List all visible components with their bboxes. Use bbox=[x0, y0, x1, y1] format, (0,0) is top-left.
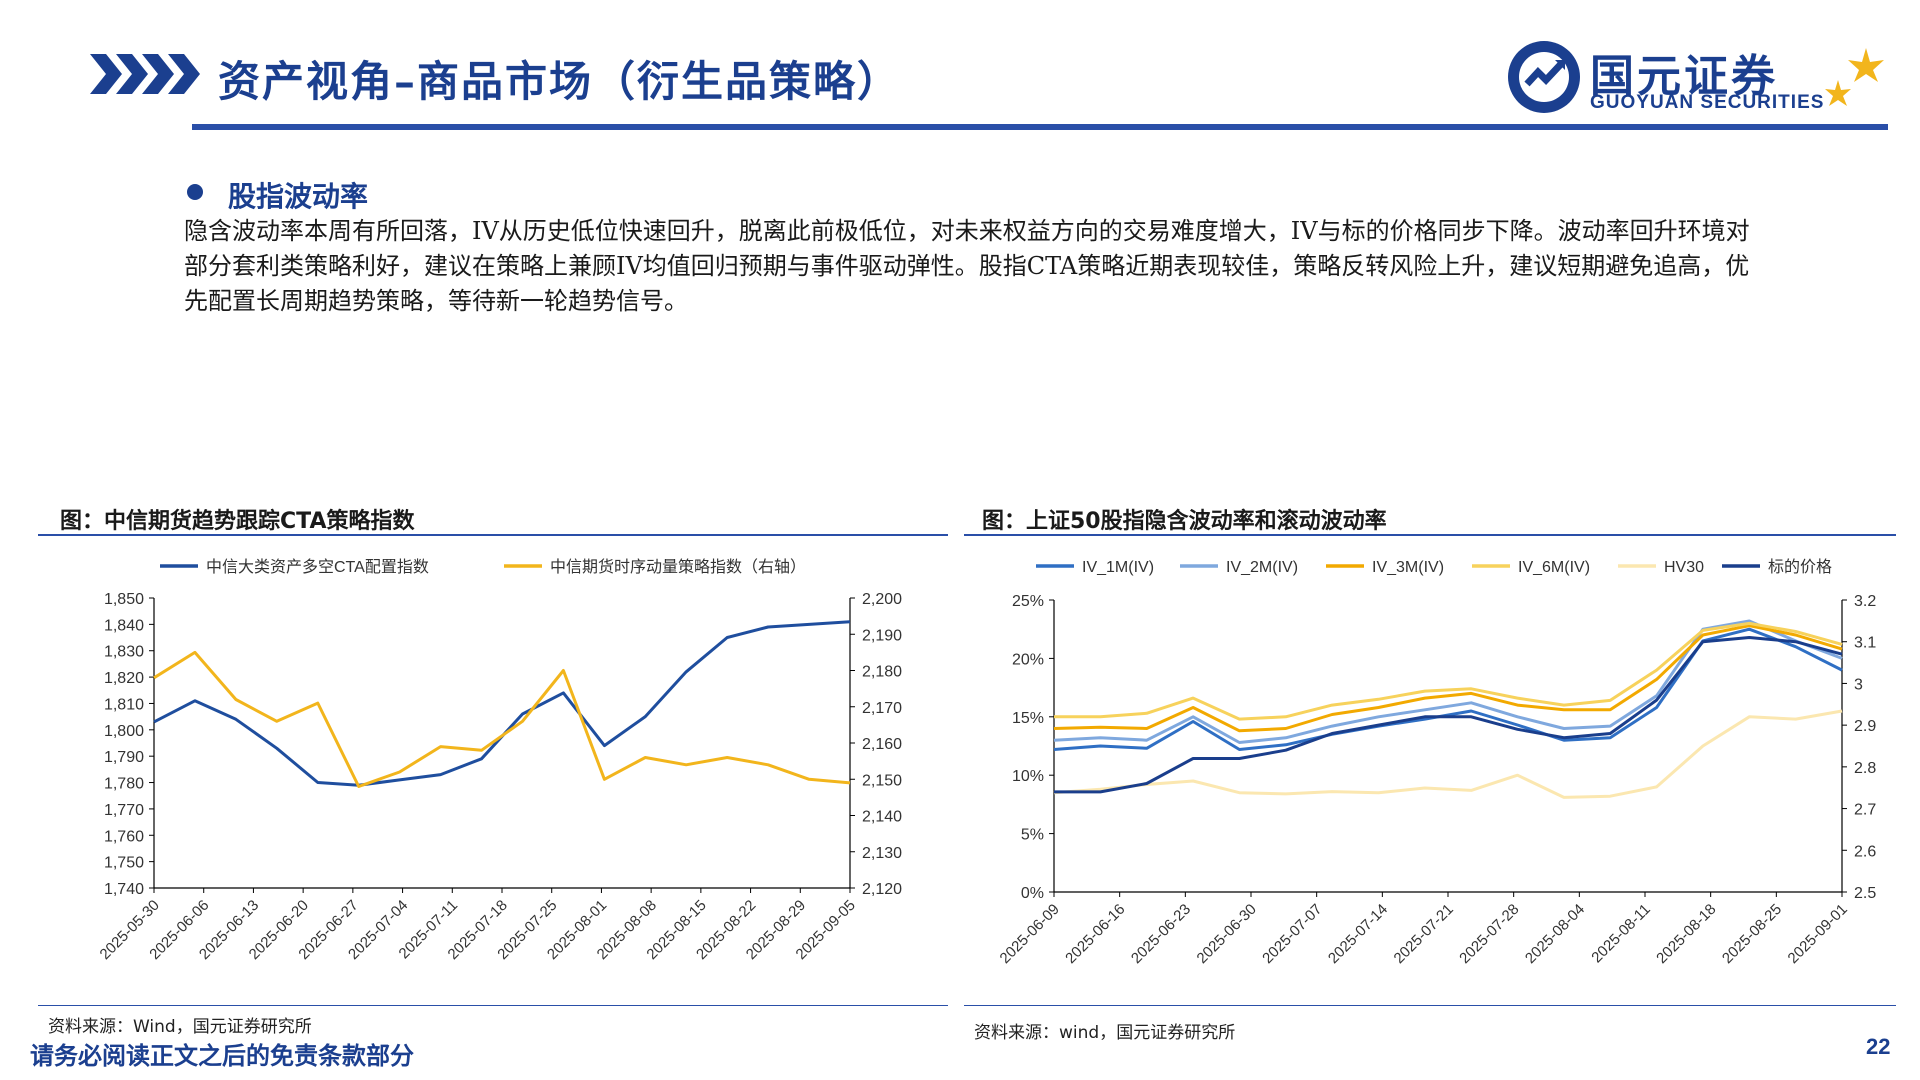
left-tick-label: 1,770 bbox=[104, 802, 144, 819]
right-tick-label: 3.2 bbox=[1854, 593, 1876, 610]
left-tick-label: 1,850 bbox=[104, 591, 144, 608]
logo-chinese-name: 国元证券 bbox=[1590, 51, 1778, 102]
left-tick-label: 15% bbox=[1012, 710, 1044, 727]
guoyuan-logo-icon bbox=[1508, 41, 1580, 113]
right-tick-label: 2.7 bbox=[1854, 802, 1876, 819]
right-tick-label: 2,200 bbox=[862, 591, 902, 608]
logo-stars-icon bbox=[1825, 48, 1884, 106]
series-line-1 bbox=[1053, 627, 1843, 751]
legend-label-1: IV_1M(IV) bbox=[1082, 559, 1154, 576]
left-tick-label: 1,780 bbox=[104, 776, 144, 793]
right-tick-label: 2,140 bbox=[862, 809, 902, 826]
right-tick-label: 2,170 bbox=[862, 700, 902, 717]
right-tick-label: 3 bbox=[1854, 676, 1863, 693]
x-tick-label: 2025-07-07 bbox=[1259, 901, 1325, 967]
right-tick-label: 2.9 bbox=[1854, 718, 1876, 735]
x-tick-label: 2025-06-09 bbox=[997, 901, 1063, 967]
left-tick-label: 1,830 bbox=[104, 644, 144, 661]
right-figure-title: 图：上证50股指隐含波动率和滚动波动率 bbox=[982, 509, 1387, 534]
right-tick-label: 3.1 bbox=[1854, 635, 1876, 652]
right-figure-bottom-rule bbox=[964, 1005, 1896, 1006]
left-tick-label: 5% bbox=[1021, 827, 1044, 844]
right-tick-label: 2,180 bbox=[862, 664, 902, 681]
logo-english-name: GUOYUAN SECURITIES bbox=[1590, 92, 1825, 113]
legend-label-2: IV_2M(IV) bbox=[1226, 559, 1298, 576]
left-figure-bottom-rule bbox=[38, 1005, 948, 1006]
x-tick-label: 2025-07-21 bbox=[1391, 901, 1457, 967]
left-tick-label: 1,750 bbox=[104, 855, 144, 872]
series-line-3 bbox=[1053, 624, 1843, 733]
page-title: 资产视角–商品市场（衍生品策略） bbox=[218, 57, 902, 106]
series-line-4 bbox=[1054, 621, 1843, 721]
cta-index-chart: 1,740 1,750 1,760 1,770 1,780 1,790 1,800 1,810… bbox=[97, 558, 903, 963]
left-tick-label: 1,790 bbox=[104, 749, 144, 766]
right-tick-label: 2,150 bbox=[862, 772, 902, 789]
disclaimer: 请务必阅读正文之后的免责条款部分 bbox=[30, 1041, 414, 1070]
right-tick-label: 2,130 bbox=[862, 845, 902, 862]
left-tick-label: 1,840 bbox=[104, 617, 144, 634]
section-heading: 股指波动率 bbox=[228, 180, 369, 213]
right-tick-label: 2.6 bbox=[1854, 843, 1876, 860]
x-tick-label: 2025-07-14 bbox=[1325, 901, 1391, 967]
series-line-5 bbox=[1053, 709, 1843, 799]
left-tick-label: 1,740 bbox=[104, 881, 144, 898]
left-figure-source: 资料来源：Wind，国元证券研究所 bbox=[48, 1017, 312, 1037]
header-chevrons-icon bbox=[90, 54, 200, 94]
legend-label-3: IV_3M(IV) bbox=[1372, 559, 1444, 576]
sse50-volatility-chart: 0% 5% 10% 15% 20% 25% 2.5 2.6 2.7 2.8 2.9 3 3.1 3.2 20… bbox=[997, 558, 1877, 967]
x-tick-label: 2025-06-16 bbox=[1062, 901, 1128, 967]
right-tick-label: 2.5 bbox=[1854, 885, 1876, 902]
left-tick-label: 1,810 bbox=[104, 696, 144, 713]
section-paragraph: 隐含波动率本周有所回落，IV从历史低位快速回升，脱离此前极低位，对未来权益方向的… bbox=[184, 217, 1750, 315]
x-tick-label: 2025-08-11 bbox=[1588, 901, 1653, 966]
series-line-2 bbox=[153, 650, 851, 788]
x-tick-label: 2025-06-23 bbox=[1128, 901, 1194, 967]
legend-label-5: HV30 bbox=[1664, 559, 1704, 576]
left-figure-rule bbox=[38, 534, 948, 536]
x-tick-label: 2025-08-04 bbox=[1522, 901, 1588, 967]
left-tick-label: 1,800 bbox=[104, 723, 144, 740]
legend-label-4: IV_6M(IV) bbox=[1518, 559, 1590, 576]
right-figure-source: 资料来源：wind，国元证券研究所 bbox=[974, 1023, 1236, 1043]
series-line-6 bbox=[1054, 636, 1843, 794]
left-tick-label: 10% bbox=[1012, 768, 1044, 785]
page-number: 22 bbox=[1866, 1034, 1891, 1059]
left-tick-label: 0% bbox=[1021, 885, 1044, 902]
left-tick-label: 1,820 bbox=[104, 670, 144, 687]
x-tick-label: 2025-09-01 bbox=[1785, 901, 1851, 967]
left-tick-label: 20% bbox=[1012, 651, 1044, 668]
right-tick-label: 2,190 bbox=[862, 627, 902, 644]
left-tick-label: 25% bbox=[1012, 593, 1044, 610]
left-tick-label: 1,760 bbox=[104, 828, 144, 845]
header-divider bbox=[192, 124, 1888, 130]
left-figure-title: 图：中信期货趋势跟踪CTA策略指数 bbox=[60, 509, 415, 534]
right-tick-label: 2,120 bbox=[862, 881, 902, 898]
right-tick-label: 2.8 bbox=[1854, 760, 1876, 777]
right-figure-rule bbox=[964, 534, 1896, 536]
right-tick-label: 2,160 bbox=[862, 736, 902, 753]
section-bullet-icon bbox=[187, 184, 203, 200]
legend-label-6: 标的价格 bbox=[1768, 558, 1832, 576]
legend-label-1: 中信大类资产多空CTA配置指数 bbox=[206, 558, 429, 576]
legend-label-2: 中信期货时序动量策略指数（右轴） bbox=[550, 558, 806, 576]
x-tick-label: 2025-08-25 bbox=[1719, 901, 1785, 967]
x-tick-label: 2025-07-28 bbox=[1456, 901, 1522, 967]
x-tick-label: 2025-08-18 bbox=[1653, 901, 1719, 967]
x-tick-label: 2025-06-30 bbox=[1194, 901, 1260, 967]
